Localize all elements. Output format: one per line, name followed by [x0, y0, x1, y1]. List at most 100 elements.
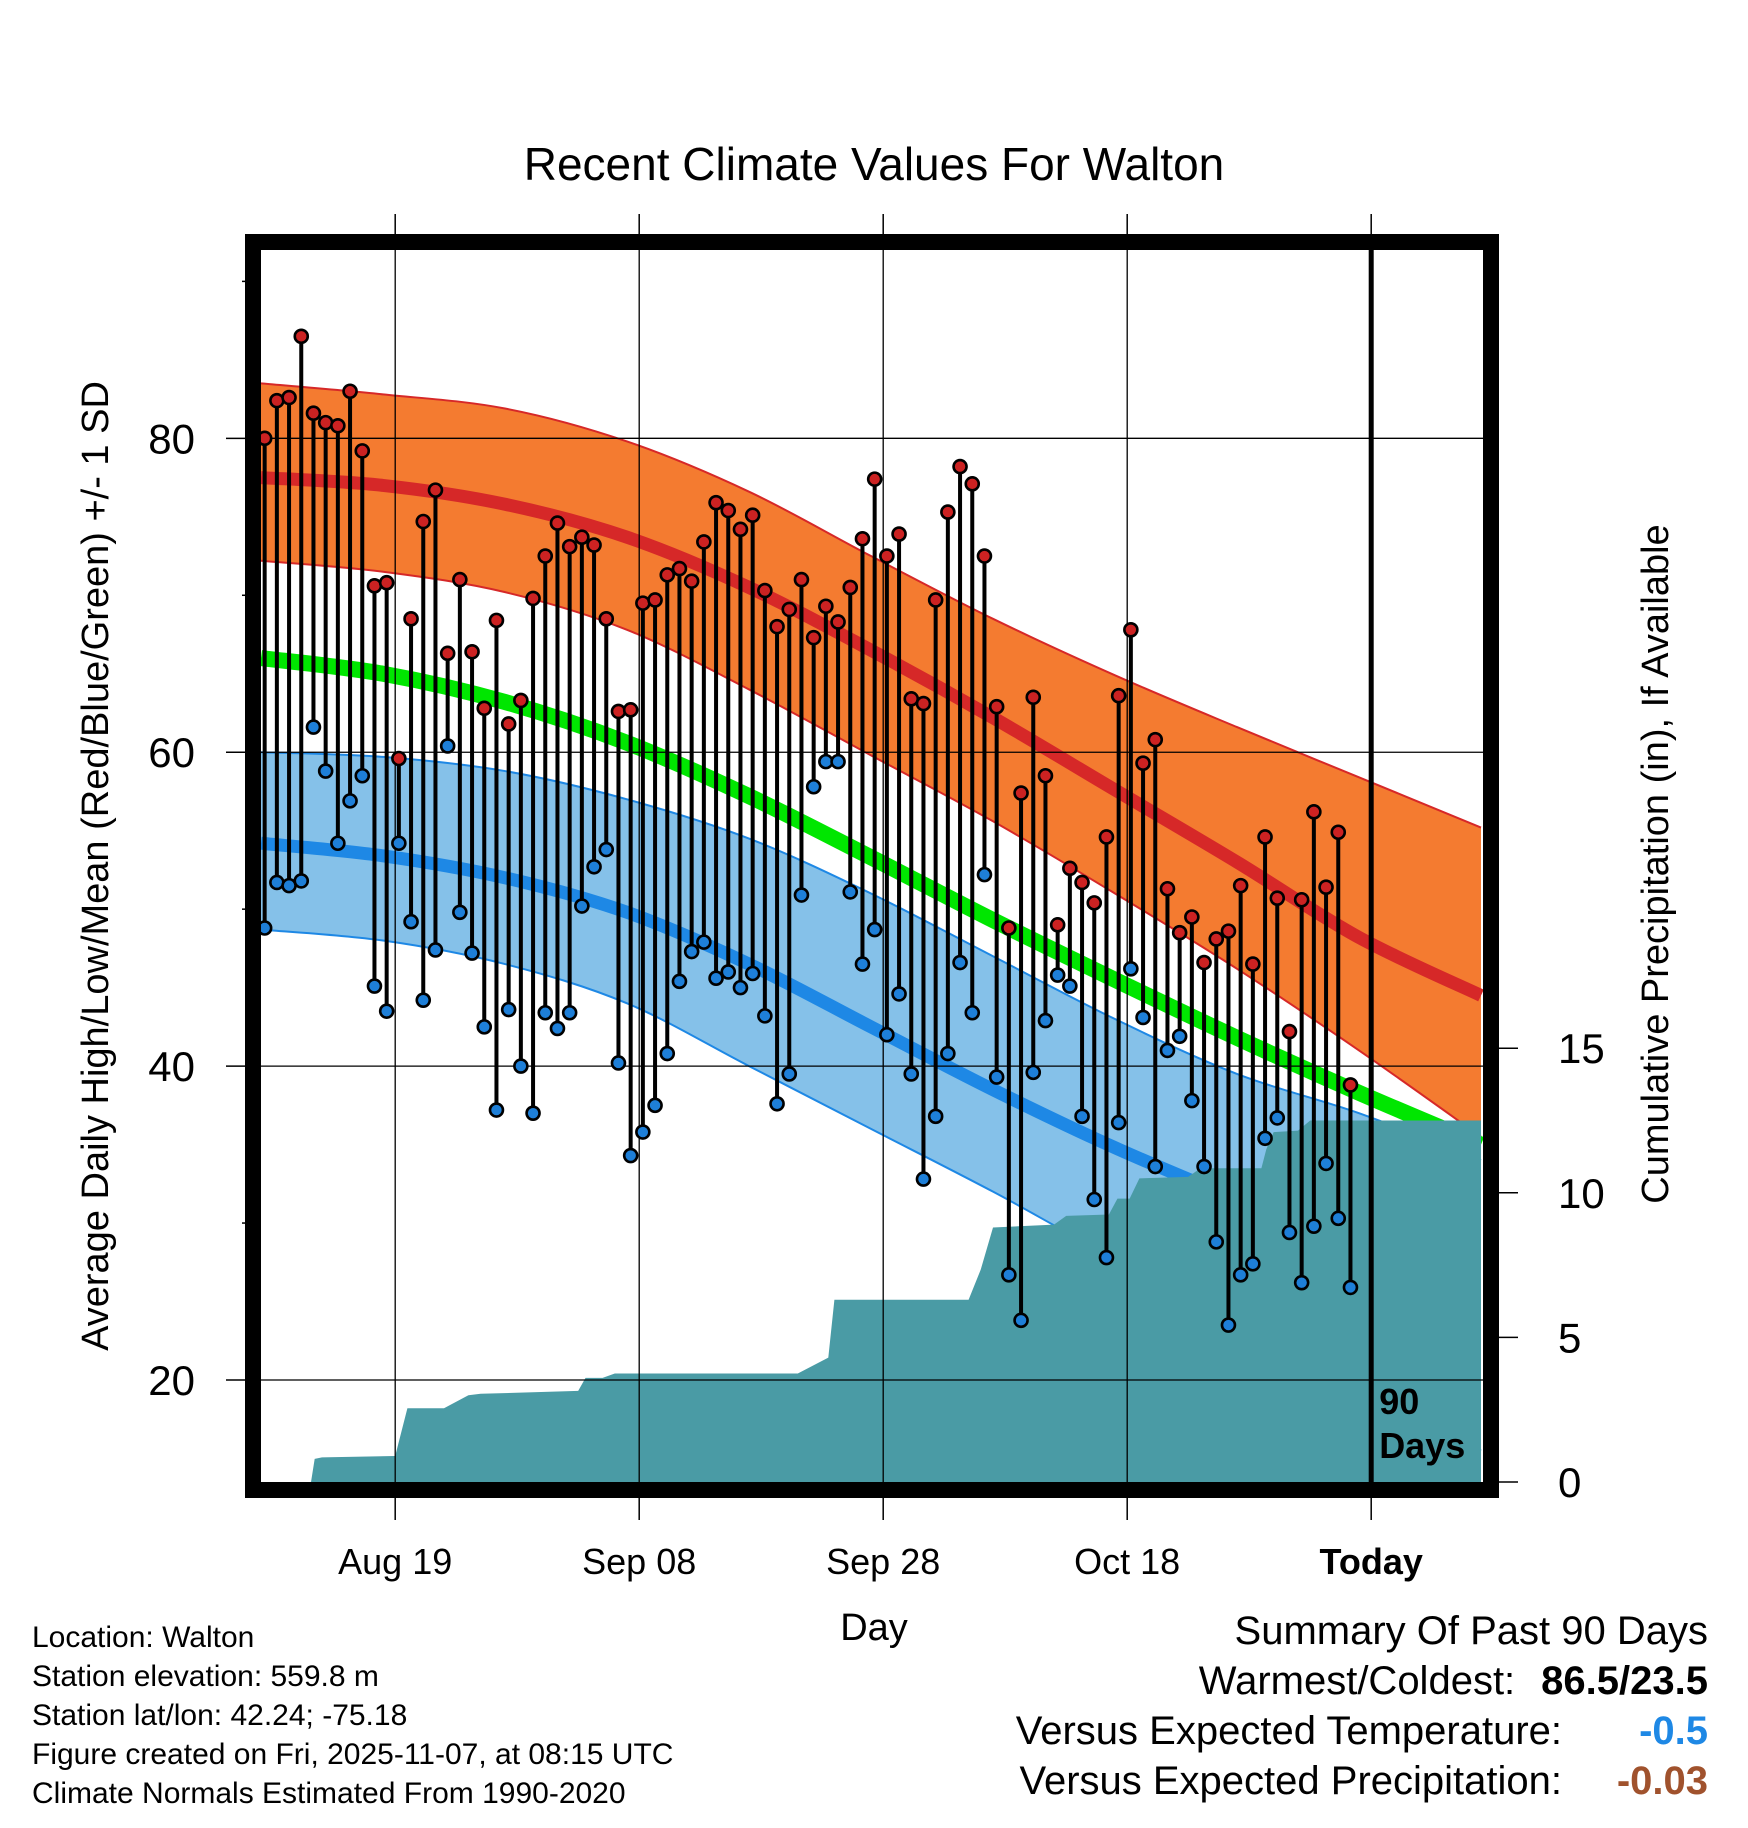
- y-tick-label-40: 40: [148, 1043, 195, 1090]
- daily-high-point: [525, 590, 541, 607]
- daily-high-point: [1123, 622, 1139, 638]
- daily-low-point: [793, 887, 810, 903]
- daily-low-point: [1049, 967, 1066, 983]
- daily-low-point: [464, 945, 480, 961]
- daily-low-point: [488, 1102, 505, 1118]
- daily-high-point: [1269, 890, 1286, 906]
- daily-low-point: [708, 970, 724, 987]
- daily-high-point: [586, 537, 602, 553]
- daily-low-point: [842, 884, 859, 900]
- daily-high-point: [1025, 689, 1042, 706]
- daily-high-point: [964, 476, 981, 492]
- created-text: Figure created on Fri, 2025-11-07, at 08…: [32, 1738, 674, 1771]
- daily-high-point: [720, 502, 737, 519]
- daily-low-point: [525, 1105, 541, 1121]
- precip-value: -0.03: [1616, 1759, 1708, 1803]
- daily-high-point: [293, 328, 310, 345]
- daily-high-point: [1001, 920, 1017, 936]
- daily-low-point: [1086, 1191, 1103, 1208]
- low-temp-normal-line: [261, 836, 1240, 1206]
- latlon-text: Station lat/lon: 42.24; -75.18: [32, 1699, 408, 1732]
- daily-high-point: [976, 548, 993, 564]
- daily-low-point: [1220, 1317, 1237, 1333]
- daily-high-point: [439, 645, 456, 662]
- daily-low-point: [354, 767, 371, 784]
- daily-high-point: [744, 507, 761, 524]
- daily-high-point: [915, 695, 932, 712]
- daily-low-point: [293, 873, 310, 889]
- daily-low-point: [879, 1026, 895, 1043]
- high-band-lower-edge: [261, 559, 1482, 1138]
- daily-low-point: [330, 835, 346, 852]
- y2-axis-label: Cumulative Precipitation (in), If Availa…: [1635, 524, 1677, 1203]
- daily-low-point: [391, 835, 407, 852]
- daily-low-point: [1159, 1042, 1176, 1059]
- summary-title: Summary Of Past 90 Days: [1234, 1609, 1708, 1653]
- daily-low-point: [427, 942, 444, 958]
- daily-low-point: [952, 954, 968, 971]
- daily-high-point: [500, 716, 517, 732]
- daily-high-point: [793, 571, 810, 588]
- daily-low-point: [1135, 1009, 1151, 1026]
- daily-high-point: [1074, 874, 1090, 891]
- daily-high-point: [537, 548, 554, 564]
- daily-low-point: [1293, 1274, 1310, 1291]
- daily-high-point: [1062, 860, 1078, 877]
- daily-high-point: [561, 538, 578, 555]
- daily-low-point: [305, 719, 322, 735]
- daily-low-point: [1196, 1158, 1212, 1175]
- daily-low-point: [940, 1045, 956, 1062]
- daily-high-point: [488, 612, 505, 629]
- daily-low-point: [866, 921, 883, 938]
- y2-tick-label-10: 10: [1558, 1170, 1605, 1217]
- low-band-upper-edge: [261, 751, 1482, 1162]
- daily-high-point: [854, 530, 871, 547]
- daily-low-point: [317, 763, 334, 779]
- daily-low-point: [1062, 978, 1078, 994]
- elevation-text: Station elevation: 559.8 m: [32, 1660, 379, 1693]
- daily-low-point: [1232, 1267, 1249, 1283]
- daily-low-point: [720, 964, 737, 980]
- location-text: Location: Walton: [32, 1621, 255, 1654]
- daily-low-point: [598, 841, 615, 858]
- x-tick-label-1: Sep 08: [582, 1541, 696, 1582]
- daily-low-point: [366, 978, 383, 994]
- daily-high-point: [1208, 931, 1225, 947]
- daily-low-point: [1123, 960, 1139, 977]
- daily-high-point: [696, 534, 712, 550]
- y2-tick-label-5: 5: [1558, 1314, 1581, 1361]
- daily-low-point: [1257, 1130, 1273, 1147]
- daily-high-point: [842, 579, 859, 596]
- daily-low-point: [1208, 1234, 1225, 1250]
- daily-low-point: [1269, 1110, 1286, 1126]
- daily-low-point: [1147, 1158, 1164, 1175]
- daily-high-point: [464, 643, 480, 660]
- daily-high-point: [1049, 917, 1066, 933]
- daily-high-point: [281, 389, 297, 406]
- mean-temp-normal-line: [261, 650, 1483, 1152]
- daily-high-point: [610, 703, 627, 720]
- daily-high-point: [1147, 731, 1164, 748]
- daily-low-point: [671, 973, 688, 990]
- daily-high-point: [1184, 909, 1200, 925]
- today-days-label-1: 90: [1379, 1381, 1419, 1422]
- daily-low-point: [927, 1108, 944, 1125]
- daily-high-point: [927, 592, 944, 608]
- daily-low-point: [757, 1008, 773, 1024]
- y-axis-label: Average Daily High/Low/Mean (Red/Blue/Gr…: [75, 381, 117, 1351]
- station-info: Location: Walton Station elevation: 559.…: [32, 1618, 673, 1813]
- daily-low-point: [500, 1001, 517, 1018]
- daily-low-point: [513, 1058, 529, 1074]
- daily-high-point: [769, 618, 785, 635]
- warm-cold-value: 86.5/23.5: [1541, 1659, 1708, 1703]
- today-days-label-2: Days: [1379, 1425, 1465, 1466]
- daily-low-point: [1013, 1312, 1029, 1329]
- daily-high-point: [1318, 879, 1334, 895]
- daily-high-point: [866, 471, 883, 487]
- daily-low-point: [696, 934, 712, 950]
- daily-high-point: [1135, 755, 1151, 772]
- daily-low-point: [1025, 1064, 1042, 1081]
- daily-low-point: [659, 1045, 676, 1062]
- daily-high-point: [305, 405, 322, 422]
- daily-high-point: [1281, 1023, 1298, 1040]
